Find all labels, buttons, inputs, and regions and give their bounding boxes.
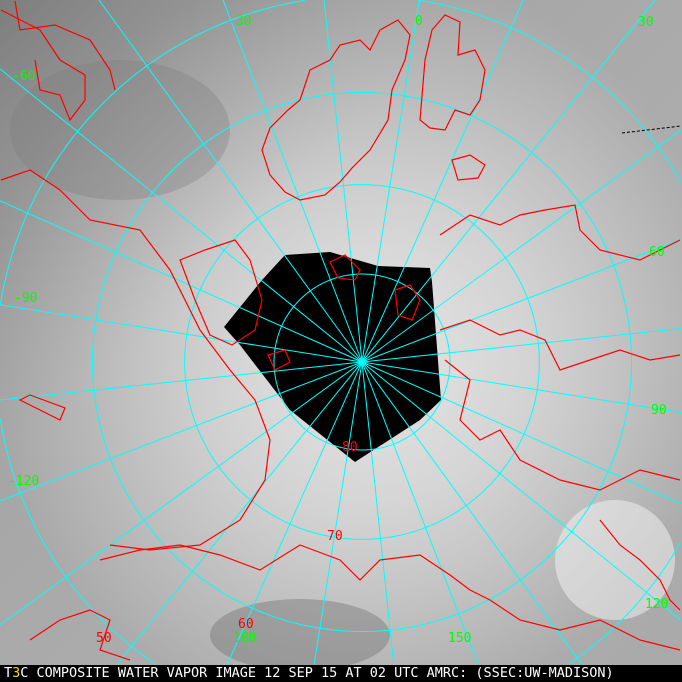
- caption-text: C COMPOSITE WATER VAPOR IMAGE 12 SEP 15 …: [20, 665, 614, 681]
- meridian-30: [361, 0, 656, 363]
- coastline-canada: [0, 169, 271, 551]
- parallel-80: [273, 273, 451, 451]
- caption-prefix: T: [4, 665, 13, 681]
- lon-label: 180: [233, 631, 256, 646]
- coastline-kamchatka: [599, 519, 681, 611]
- meridian-105: [361, 361, 682, 505]
- coastline-scandinavia: [419, 14, 486, 131]
- meridian--60: [0, 68, 363, 363]
- meridian-60: [361, 239, 682, 363]
- coastline-iceland: [451, 154, 486, 181]
- moist-band: [555, 500, 675, 620]
- coastline-siberia: [439, 204, 681, 491]
- dry-band: [10, 60, 230, 200]
- image-caption: T3C COMPOSITE WATER VAPOR IMAGE 12 SEP 1…: [0, 665, 682, 682]
- meridian-75: [361, 328, 682, 363]
- lon-label: 150: [448, 631, 471, 646]
- lat-label: 80: [342, 440, 358, 455]
- coastline-bering: [29, 609, 131, 661]
- lon-label: 90: [651, 403, 667, 418]
- coastline-hudson: [18, 394, 66, 421]
- coastline-baffin: [179, 239, 263, 346]
- meridian-0: [361, 0, 420, 363]
- lat-label: 50: [96, 631, 112, 646]
- lon-label: 30: [638, 15, 654, 30]
- lon-label: -60: [12, 69, 35, 84]
- parallel-70: [184, 184, 540, 540]
- meridian--30: [222, 0, 363, 363]
- meridian-15: [361, 0, 524, 363]
- lon-label: 120: [645, 597, 668, 612]
- meridian-165: [361, 361, 395, 665]
- meridian-135: [361, 361, 582, 665]
- lon-label: 60: [649, 245, 665, 260]
- coastline-alaska: [99, 544, 681, 651]
- coastlines: [0, 0, 681, 661]
- parallel-50: [0, 0, 682, 665]
- lon-label: -90: [14, 291, 37, 306]
- meridian-90: [361, 361, 682, 413]
- meridian--135: [0, 361, 363, 626]
- coastline-labrador: [14, 0, 116, 91]
- meridian--105: [0, 361, 363, 401]
- lon-label: -30: [228, 14, 251, 29]
- graticule: [0, 0, 682, 665]
- meridian--75: [0, 200, 363, 363]
- lon-label: 0: [415, 14, 423, 29]
- meridian--165: [227, 361, 363, 665]
- meridian--150: [117, 361, 363, 665]
- coastline-northwest: [0, 9, 86, 122]
- caption-marker: 3: [12, 665, 21, 681]
- meridian-45: [361, 129, 682, 363]
- coastline-islands: [267, 254, 421, 371]
- lon-label: -120: [8, 474, 39, 489]
- meridian-180: [313, 361, 363, 665]
- dry-band: [210, 599, 390, 671]
- latitude-labels: 80 70 60 50: [96, 440, 358, 646]
- meridian-150: [361, 361, 479, 665]
- meridian--45: [98, 0, 363, 363]
- longitude-labels: -60 -30 0 30 60 90 -90 -120 120 150 180: [8, 14, 668, 646]
- lat-label: 60: [238, 617, 254, 632]
- meridian--90: [0, 304, 363, 363]
- lat-label: 70: [327, 529, 343, 544]
- meridian-120: [361, 361, 682, 621]
- meridian--120: [0, 361, 363, 502]
- coastline-greenland: [261, 19, 411, 201]
